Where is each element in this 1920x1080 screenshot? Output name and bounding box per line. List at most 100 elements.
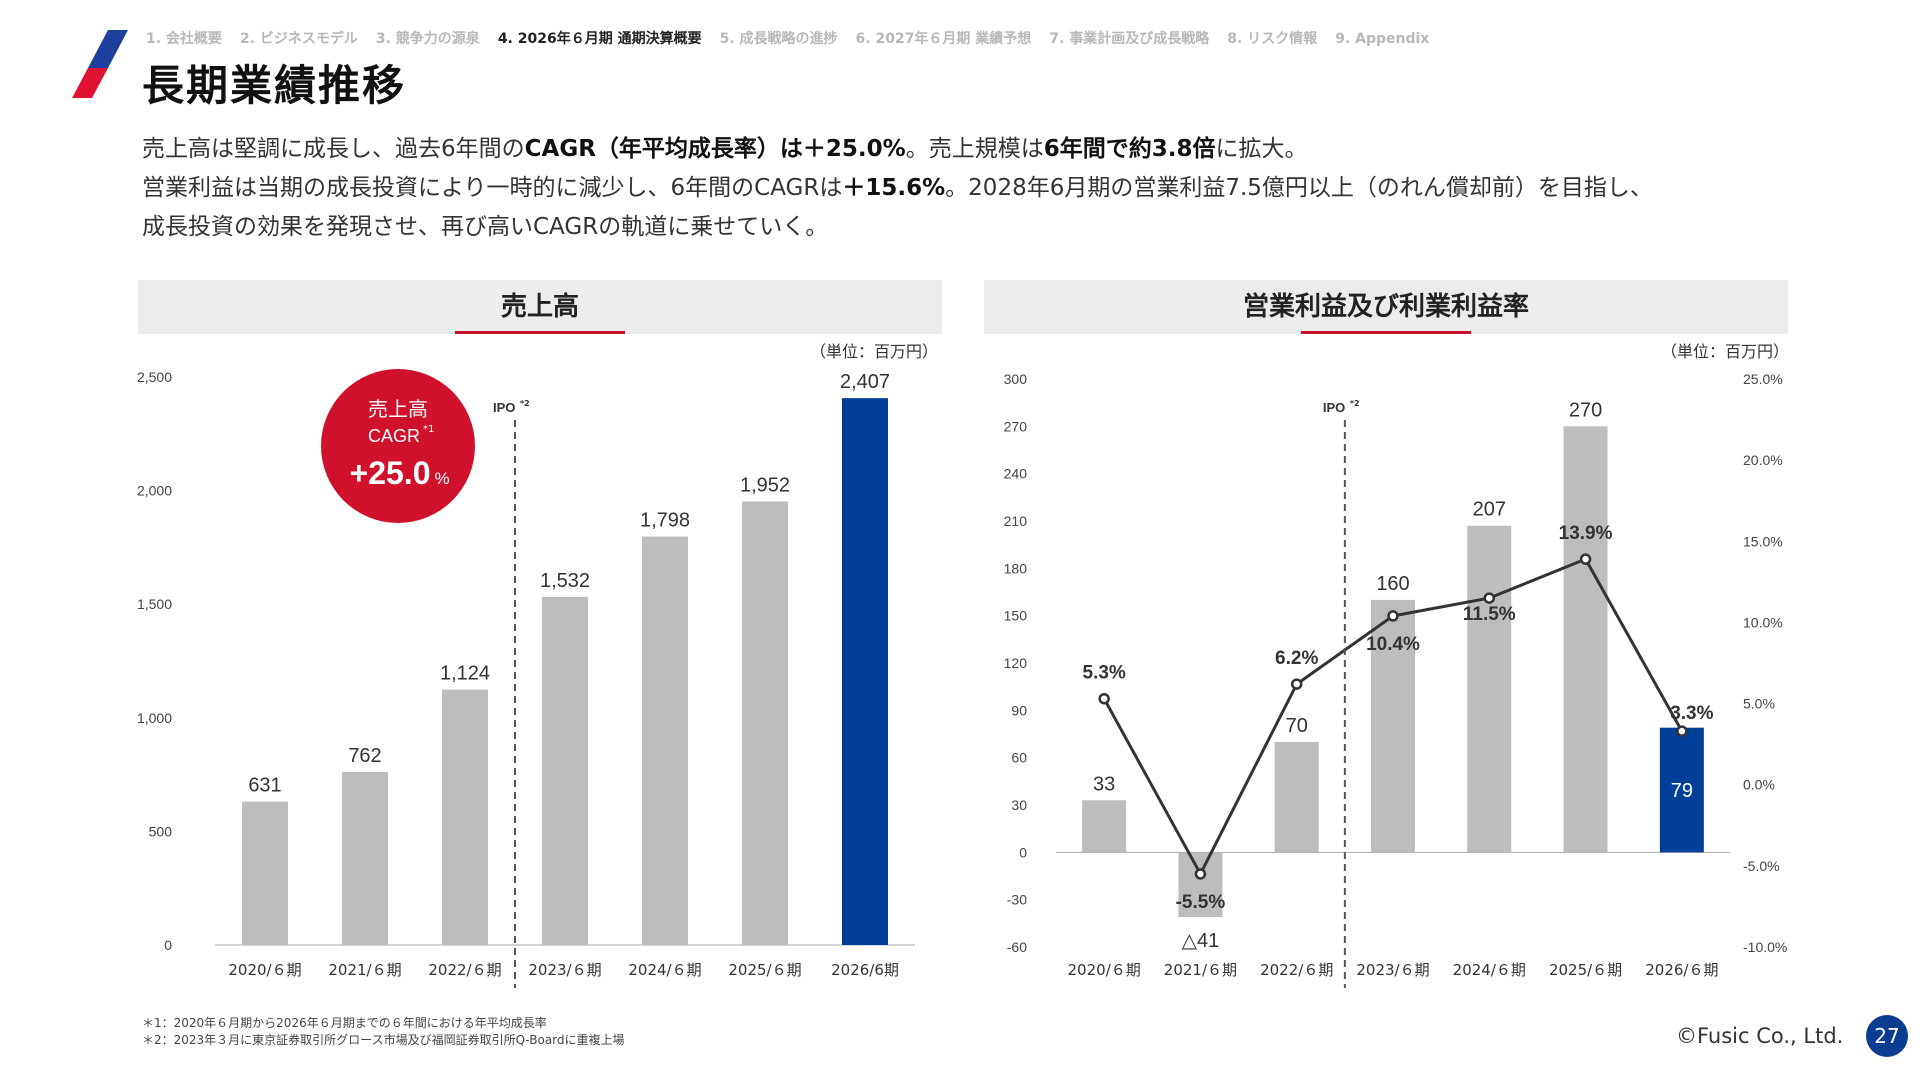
y-tick-label: 240	[1004, 466, 1028, 482]
unit-label-right: （単位：百万円）	[1661, 342, 1790, 361]
ipo-label: IPO	[493, 400, 515, 415]
nav-item[interactable]: 5. 成長戦略の進捗	[719, 31, 838, 47]
bar-label: 70	[1286, 715, 1308, 737]
title-underline	[1301, 331, 1471, 334]
sales-panel-title: 売上高	[500, 292, 579, 322]
data-label: 1,952	[740, 475, 790, 497]
y-tick-label: 30	[1011, 797, 1027, 813]
title-underline	[455, 331, 625, 334]
nav-item[interactable]: 9. Appendix	[1335, 31, 1430, 47]
data-label: 1,798	[640, 509, 690, 531]
x-tick-label: 2020/６期	[1068, 961, 1141, 979]
bar-label: △41	[1182, 930, 1220, 952]
y-tick-label: 2,500	[137, 369, 172, 385]
cagr-badge-superscript: *1	[423, 424, 434, 435]
lead-text-span: 営業利益は当期の成長投資により一時的に減少し、6年間のCAGRは	[142, 175, 843, 201]
bar-label: 79	[1671, 780, 1693, 802]
data-label: 1,124	[440, 663, 490, 685]
lead-text-span: 。売上規模は	[905, 136, 1044, 162]
y2-tick-label: 15.0%	[1743, 533, 1783, 549]
data-label: 2,407	[840, 371, 890, 393]
y-tick-label: 0	[1019, 844, 1027, 860]
cagr-badge-unit: %	[434, 469, 449, 488]
x-tick-label: 2022/６期	[428, 961, 501, 979]
margin-point	[1483, 592, 1496, 604]
lead-emphasis: 6年間で約3.8倍	[1043, 136, 1216, 162]
profit-panel-header: 営業利益及び利業利益率	[984, 280, 1788, 334]
data-label: 631	[248, 775, 281, 797]
nav-item[interactable]: 3. 競争力の源泉	[375, 31, 480, 47]
nav-item[interactable]: 8. リスク情報	[1227, 31, 1318, 47]
ipo-label: IPO	[1323, 400, 1345, 415]
bar	[1563, 426, 1608, 853]
bar	[1274, 741, 1319, 853]
company-logo	[72, 30, 128, 98]
nav-item[interactable]: 2. ビジネスモデル	[239, 31, 358, 47]
data-label: 1,532	[540, 570, 590, 592]
nav-item[interactable]: 1. 会社概要	[146, 31, 222, 47]
bar	[542, 596, 588, 945]
x-tick-label: 2024/６期	[1453, 961, 1526, 979]
x-tick-label: 2026/６期	[1645, 961, 1718, 979]
profit-panel-title: 営業利益及び利業利益率	[1242, 292, 1529, 322]
bar	[442, 689, 488, 945]
x-tick-label: 2023/６期	[528, 961, 601, 979]
lead-text-span: に拡大。	[1215, 136, 1308, 162]
bar	[1082, 800, 1127, 853]
page-title: 長期業績推移	[142, 61, 407, 110]
lead-text-span: 。2028年6月期の営業利益7.5億円以上（のれん償却前）を目指し、	[945, 175, 1653, 201]
x-tick-label: 2021/６期	[328, 961, 401, 979]
lead-text: 売上高は堅調に成長し、過去6年間のCAGR（年平均成長率）は＋25.0%。売上規…	[142, 130, 1842, 247]
margin-label: 6.2%	[1275, 648, 1318, 669]
sales-panel-header: 売上高	[138, 280, 942, 334]
bar	[1371, 599, 1415, 853]
nav-item[interactable]: 7. 事業計画及び成長戦略	[1049, 31, 1210, 47]
margin-point	[1676, 725, 1688, 737]
bar	[842, 398, 888, 945]
bar	[742, 501, 788, 945]
nav-item[interactable]: 4. 2026年６月期 通期決算概要	[497, 31, 702, 47]
footnote-1: ＊1：2020年６月期から2026年６月期までの６年間における年平均成長率	[142, 1016, 547, 1030]
y-tick-label: 1,000	[137, 710, 172, 726]
y-tick-label: 300	[1004, 371, 1028, 387]
y-tick-label: 1,500	[137, 596, 172, 612]
y2-tick-label: -10.0%	[1743, 939, 1787, 955]
margin-point	[1194, 868, 1207, 880]
bar	[342, 771, 388, 945]
x-tick-label: 2025/６期	[728, 961, 801, 979]
lead-line-1: 売上高は堅調に成長し、過去6年間のCAGR（年平均成長率）は＋25.0%。売上規…	[142, 130, 1842, 169]
cagr-badge	[321, 369, 475, 523]
lead-emphasis: CAGR（年平均成長率）は＋25.0%	[524, 136, 906, 162]
margin-label: 13.9%	[1559, 523, 1613, 544]
margin-point	[1290, 678, 1303, 690]
data-label: 762	[348, 745, 381, 767]
y-tick-label: 180	[1004, 560, 1028, 576]
margin-label: -5.5%	[1176, 892, 1226, 913]
x-tick-label: 2025/６期	[1549, 961, 1622, 979]
lead-line-3: 成長投資の効果を発現させ、再び高いCAGRの軌道に乗せていく。	[142, 214, 829, 240]
y2-tick-label: 10.0%	[1743, 614, 1783, 630]
margin-point	[1579, 553, 1592, 565]
x-tick-label: 2020/６期	[228, 961, 301, 979]
y-tick-label: 2,000	[137, 483, 172, 499]
copyright: ©Fusic Co., Ltd.	[1676, 1024, 1844, 1048]
unit-label-left: （単位：百万円）	[810, 342, 939, 361]
y-tick-label: 0	[164, 937, 172, 953]
bar-label: 33	[1093, 773, 1115, 795]
bar	[1659, 727, 1704, 853]
nav-item[interactable]: 6. 2027年６月期 業績予想	[855, 31, 1032, 47]
margin-point	[1387, 610, 1399, 622]
bar-label: 160	[1376, 573, 1409, 595]
bar-label: 270	[1569, 399, 1602, 421]
margin-point	[1098, 692, 1110, 705]
cagr-badge-line2: CAGR	[368, 426, 420, 446]
lead-text-span: 売上高は堅調に成長し、過去6年間の	[142, 136, 525, 162]
y-tick-label: 500	[149, 823, 173, 839]
margin-label: 11.5%	[1463, 604, 1516, 625]
y2-tick-label: 5.0%	[1743, 696, 1775, 712]
cagr-badge-value: +25.0	[350, 455, 431, 491]
bar	[1467, 525, 1512, 853]
bar	[642, 536, 688, 945]
ipo-superscript: *2	[520, 399, 530, 408]
